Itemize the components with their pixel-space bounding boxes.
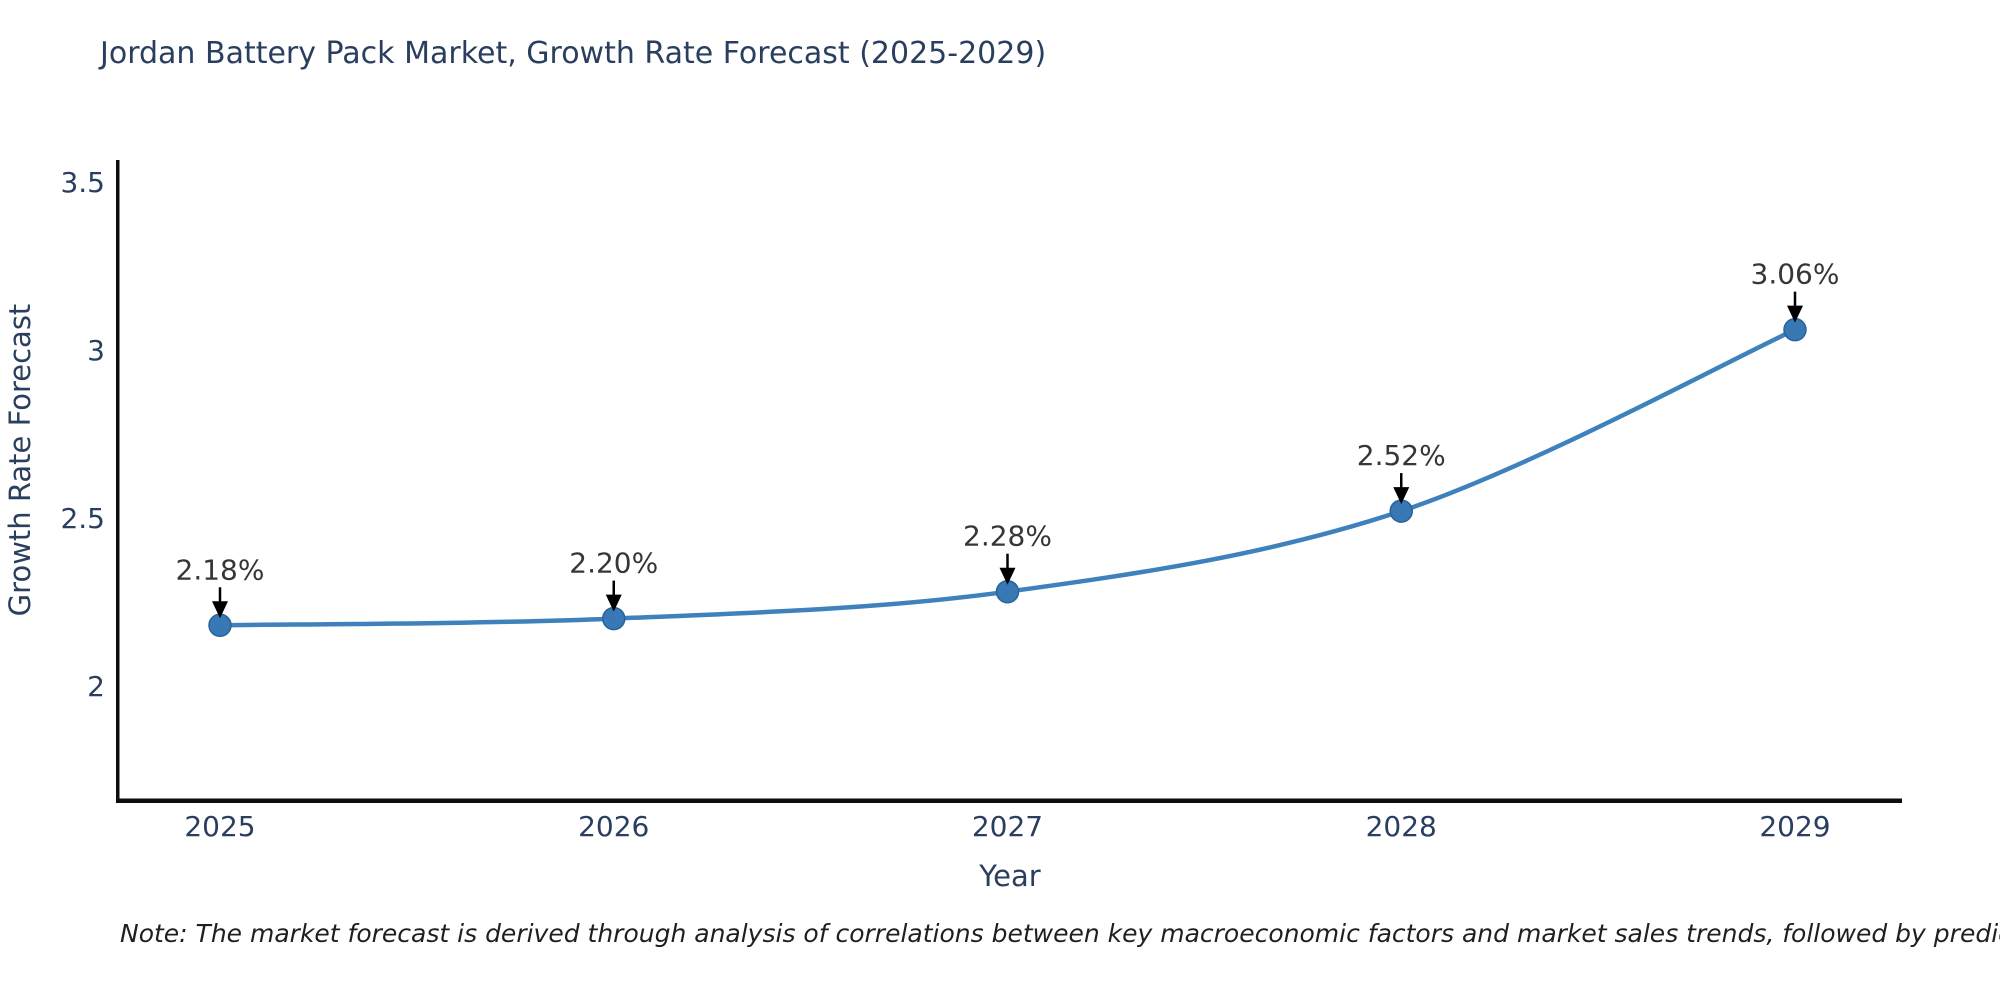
data-point-label: 2.52%: [1357, 439, 1446, 472]
data-point-markers: [208, 317, 1807, 638]
y-tick-label: 2: [87, 670, 105, 703]
x-axis-title: Year: [978, 859, 1040, 893]
annotation-arrowhead-icon: [1787, 305, 1803, 323]
x-tick-label: 2028: [1366, 810, 1437, 843]
y-tick-label: 2.5: [60, 502, 105, 535]
data-point-label: 2.20%: [569, 547, 658, 580]
y-axis-line: [116, 160, 120, 803]
y-tick-label: 3.5: [60, 166, 105, 199]
x-tick-label: 2025: [184, 810, 255, 843]
x-tick-label: 2026: [578, 810, 649, 843]
y-axis-tick-labels: 2 2.5 3 3.5: [60, 166, 105, 703]
y-tick-label: 3: [87, 334, 105, 367]
x-tick-label: 2029: [1759, 810, 1830, 843]
annotation-arrowhead-icon: [1393, 487, 1410, 505]
chart-title: Jordan Battery Pack Market, Growth Rate …: [100, 36, 1047, 71]
x-tick-label: 2027: [972, 810, 1043, 843]
annotation-arrowhead-icon: [605, 594, 622, 612]
x-axis-line: [116, 798, 1902, 803]
footnote: Note: The market forecast is derived thr…: [120, 919, 2000, 948]
data-point-label: 3.06%: [1751, 258, 1840, 291]
data-point-label: 2.28%: [963, 520, 1052, 553]
data-point-label: 2.18%: [176, 553, 265, 586]
data-point-annotations: 2.18% 2.20% 2.28% 2.52% 3.06%: [176, 258, 1840, 619]
x-axis-tick-labels: 2025 2026 2027 2028 2029: [184, 810, 1830, 843]
y-axis-title: Growth Rate Forecast: [3, 304, 37, 617]
annotation-arrowhead-icon: [999, 567, 1016, 585]
annotation-arrowhead-icon: [212, 601, 228, 619]
